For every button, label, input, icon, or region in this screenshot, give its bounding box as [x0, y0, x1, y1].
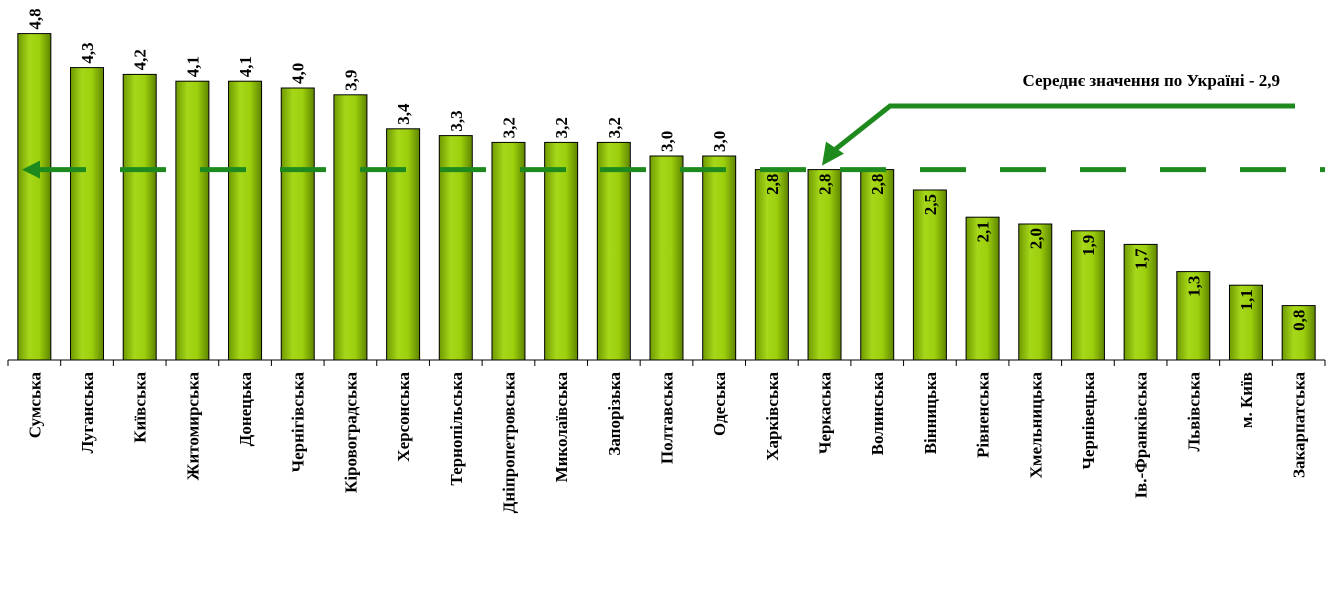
value-label-20: 2,0 — [1026, 228, 1045, 249]
annotation-arrowhead — [822, 141, 844, 166]
value-label-14: 3,0 — [710, 131, 729, 152]
reference-line-layer — [22, 103, 1325, 179]
bar-20 — [1018, 223, 1053, 361]
category-label-14: Одеська — [710, 372, 729, 436]
category-label-25: Закарпатська — [1290, 372, 1309, 478]
value-label-2: 4,3 — [78, 42, 97, 63]
bar-14 — [702, 155, 737, 361]
category-label-9: Тернопільська — [447, 372, 466, 486]
category-label-24: м. Київ — [1237, 372, 1256, 428]
value-label-5: 4,1 — [236, 56, 255, 77]
category-label-11: Миколаївська — [552, 372, 571, 483]
category-label-16: Черкаська — [816, 372, 835, 455]
bar-4 — [175, 80, 210, 361]
bar-1 — [17, 33, 52, 361]
category-label-17: Волинська — [868, 372, 887, 456]
bar-15 — [754, 169, 789, 361]
category-label-8: Херсонська — [394, 372, 413, 462]
bars-layer — [17, 33, 1316, 361]
bar-8 — [386, 128, 421, 361]
bar-6 — [280, 87, 315, 361]
category-label-4: Житомирська — [183, 372, 202, 481]
bar-17 — [860, 169, 895, 361]
value-label-19: 2,1 — [974, 221, 993, 242]
reference-arrowhead — [22, 160, 40, 179]
category-label-18: Вінницька — [921, 372, 940, 455]
category-label-2: Луганська — [78, 372, 97, 454]
value-label-1: 4,8 — [25, 8, 44, 29]
category-label-12: Запорізька — [605, 372, 624, 456]
category-label-1: Сумська — [25, 372, 44, 439]
value-label-21: 1,9 — [1079, 235, 1098, 256]
average-annotation: Середнє значення по Україні - 2,9 — [1023, 71, 1280, 90]
bar-23 — [1176, 271, 1211, 361]
value-label-25: 0,8 — [1290, 310, 1309, 331]
category-label-3: Київська — [131, 372, 150, 443]
annotation-pointer — [828, 103, 1295, 156]
bar-12 — [596, 141, 631, 361]
bar-5 — [228, 80, 263, 361]
bar-13 — [649, 155, 684, 361]
value-label-13: 3,0 — [658, 131, 677, 152]
value-label-9: 3,3 — [447, 110, 466, 131]
value-label-15: 2,8 — [763, 174, 782, 195]
category-label-23: Львівська — [1184, 372, 1203, 452]
bar-2 — [70, 67, 105, 361]
value-label-7: 3,9 — [341, 70, 360, 91]
category-label-22: Ів.-Франківська — [1132, 372, 1151, 499]
category-label-5: Донецька — [236, 372, 255, 447]
value-label-4: 4,1 — [183, 56, 202, 77]
bar-22 — [1123, 243, 1158, 361]
category-label-20: Хмельницька — [1026, 372, 1045, 479]
bar-7 — [333, 94, 368, 361]
bar-16 — [807, 169, 842, 361]
value-label-12: 3,2 — [605, 117, 624, 138]
category-label-21: Чернівецька — [1079, 372, 1098, 470]
value-label-10: 3,2 — [499, 117, 518, 138]
x-axis — [7, 359, 1326, 366]
value-label-11: 3,2 — [552, 117, 571, 138]
value-label-22: 1,7 — [1132, 248, 1151, 270]
value-label-24: 1,1 — [1237, 289, 1256, 310]
category-label-6: Чернігівська — [289, 372, 308, 473]
bar-19 — [965, 216, 1000, 361]
value-label-18: 2,5 — [921, 194, 940, 215]
labels-layer: 4,8 Сумська 4,3 Луганська 4,2 Київська 4,1 Жито… — [25, 8, 1308, 513]
category-label-13: Полтавська — [658, 372, 677, 465]
value-label-8: 3,4 — [394, 103, 413, 125]
value-label-6: 4,0 — [289, 63, 308, 84]
bar-18 — [912, 189, 947, 361]
value-label-16: 2,8 — [816, 174, 835, 195]
bar-21 — [1070, 230, 1105, 361]
category-label-19: Рівненська — [974, 372, 993, 458]
category-label-10: Дніпропетровська — [499, 372, 518, 514]
value-label-23: 1,3 — [1184, 276, 1203, 297]
category-label-7: Кіровоградська — [341, 372, 360, 493]
bar-11 — [544, 141, 579, 361]
value-label-17: 2,8 — [868, 174, 887, 195]
bar-10 — [491, 141, 526, 361]
bar-3 — [122, 73, 157, 361]
value-label-3: 4,2 — [131, 49, 150, 70]
category-label-15: Харківська — [763, 372, 782, 461]
bar-24 — [1228, 284, 1263, 361]
